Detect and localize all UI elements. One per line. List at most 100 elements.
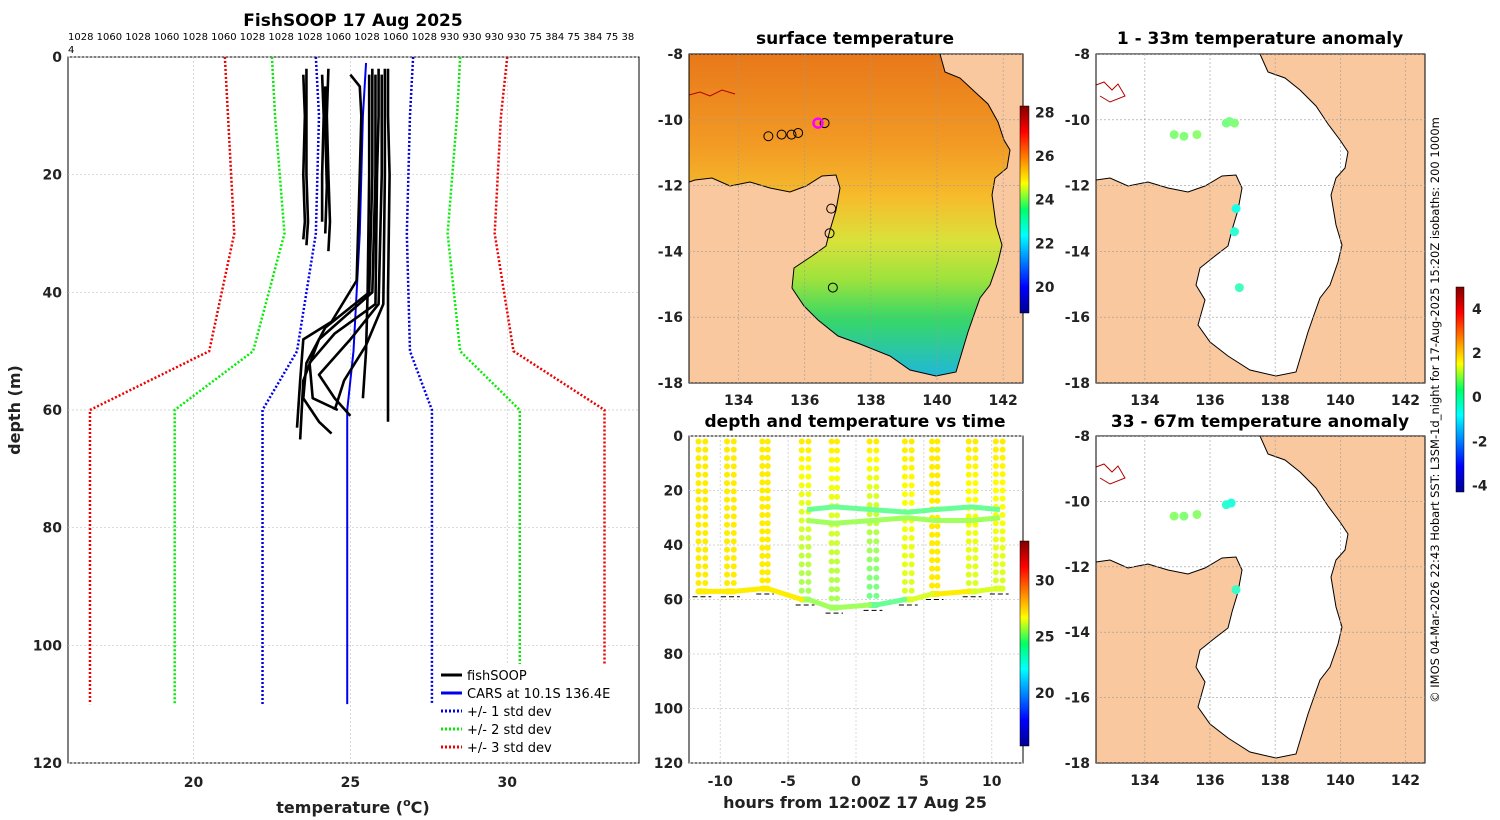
time-series-point: [805, 570, 812, 577]
time-series-point: [724, 555, 731, 562]
time-series-point: [972, 455, 979, 462]
anomaly-1-33-title: 1 - 33m temperature anomaly: [1117, 29, 1403, 49]
time-series-point: [901, 535, 908, 542]
legend-label-std3: +/- 3 std dev: [467, 741, 552, 756]
time-series-point: [929, 463, 936, 470]
time-series-point: [965, 463, 972, 470]
time-series-point: [908, 587, 915, 594]
time-series-point: [992, 561, 999, 568]
legend-label-std1: +/- 1 std dev: [467, 705, 552, 720]
time-series-point: [724, 538, 731, 545]
time-series-colorbar-tick-label: 20: [1035, 686, 1055, 702]
profile-fishsoop-line: [305, 68, 310, 246]
time-series-point: [992, 544, 999, 551]
time-series-point: [972, 521, 979, 528]
sst-stations: [763, 117, 838, 293]
time-series-point: [759, 503, 766, 510]
profile-fishsoop-line: [308, 68, 380, 412]
anomaly-1-33-point: [1229, 118, 1239, 128]
time-series-point: [833, 484, 840, 491]
time-series-point: [934, 480, 941, 487]
time-series-point: [724, 521, 731, 528]
time-series-point: [934, 472, 941, 479]
time-series-point: [999, 544, 1006, 551]
anomaly-33-67-ytick-label: -16: [1065, 691, 1090, 707]
time-series-point: [702, 546, 709, 553]
profile-std-line: [493, 56, 606, 705]
time-series-point: [866, 492, 873, 499]
time-series-point: [908, 543, 915, 550]
time-series-point: [999, 552, 1006, 559]
time-series-point: [999, 503, 1006, 510]
anomaly-colorbar-ticks: -4 -2 0 2 4: [1472, 302, 1488, 494]
profile-fishsoop-line: [333, 68, 387, 411]
time-series-xtick-label: 5: [919, 774, 929, 790]
time-series-point: [764, 520, 771, 527]
time-series-point: [759, 544, 766, 551]
sst-coastline: [689, 54, 1011, 377]
time-series-point: [833, 512, 840, 519]
time-series-point: [999, 528, 1006, 535]
anomaly-33-67-xtick-label: 136: [1195, 773, 1224, 789]
profile-xtick-label: 20: [184, 775, 204, 791]
time-series-point: [972, 579, 979, 586]
anomaly-33-67-ytick-label: -18: [1065, 756, 1090, 772]
time-series-point: [999, 520, 1006, 527]
time-series-point: [730, 571, 737, 578]
time-series-point: [759, 561, 766, 568]
time-series-point: [929, 497, 936, 504]
time-series-point: [798, 508, 805, 515]
time-series-point: [702, 438, 709, 445]
profile-xtick-label: 30: [497, 775, 517, 791]
time-series-point: [866, 565, 873, 572]
time-series-point: [934, 557, 941, 564]
time-series-point: [730, 538, 737, 545]
time-series-point: [805, 491, 812, 498]
sst-station-marker: [819, 118, 830, 129]
profile-legend: fishSOOP CARS at 10.1S 136.4E +/- 1 std …: [436, 664, 635, 759]
anomaly-1-33-grid: [1096, 54, 1425, 383]
profile-fishsoop-line: [317, 74, 384, 417]
time-series-point: [759, 512, 766, 519]
anomaly-33-67-ocean: [1096, 436, 1348, 758]
time-series-point: [759, 520, 766, 527]
time-series-point: [908, 552, 915, 559]
time-series-point: [908, 570, 915, 577]
time-series-point: [999, 561, 1006, 568]
time-series-point: [866, 547, 873, 554]
sst-current-station-marker: [812, 117, 824, 129]
time-series-point: [901, 473, 908, 480]
time-series-point: [730, 496, 737, 503]
sst-isobath: [689, 89, 736, 97]
time-series-point: [798, 491, 805, 498]
time-series-point: [992, 520, 999, 527]
time-series-point: [992, 471, 999, 478]
time-series-point: [730, 463, 737, 470]
sst-station-marker: [824, 228, 835, 239]
time-series-xtick-label: 10: [982, 774, 1002, 790]
time-series-point: [724, 438, 731, 445]
time-series-point: [999, 569, 1006, 576]
time-series-point: [730, 455, 737, 462]
time-series-point: [934, 582, 941, 589]
time-series-point: [702, 446, 709, 453]
time-series-point: [833, 586, 840, 593]
time-series-point: [759, 536, 766, 543]
anomaly-1-33-ytick-label: -12: [1065, 179, 1090, 195]
time-series-point: [929, 480, 936, 487]
profile-ytick-label: 40: [43, 285, 63, 301]
time-series-point: [934, 540, 941, 547]
profile-fishsoop-line: [302, 68, 374, 435]
time-series-point: [730, 480, 737, 487]
time-series-point: [695, 555, 702, 562]
time-series-point: [702, 571, 709, 578]
time-series-point: [999, 487, 1006, 494]
time-series-point: [724, 455, 731, 462]
time-series-panel: depth and temperature vs time -10 -5 0 5 100…: [654, 412, 1055, 812]
time-series-point: [724, 446, 731, 453]
time-series-point: [866, 456, 873, 463]
time-series-point: [798, 526, 805, 533]
time-series-point: [934, 489, 941, 496]
legend-label-cars: CARS at 10.1S 136.4E: [467, 687, 610, 702]
sst-map-ytick-label: -12: [658, 179, 683, 195]
